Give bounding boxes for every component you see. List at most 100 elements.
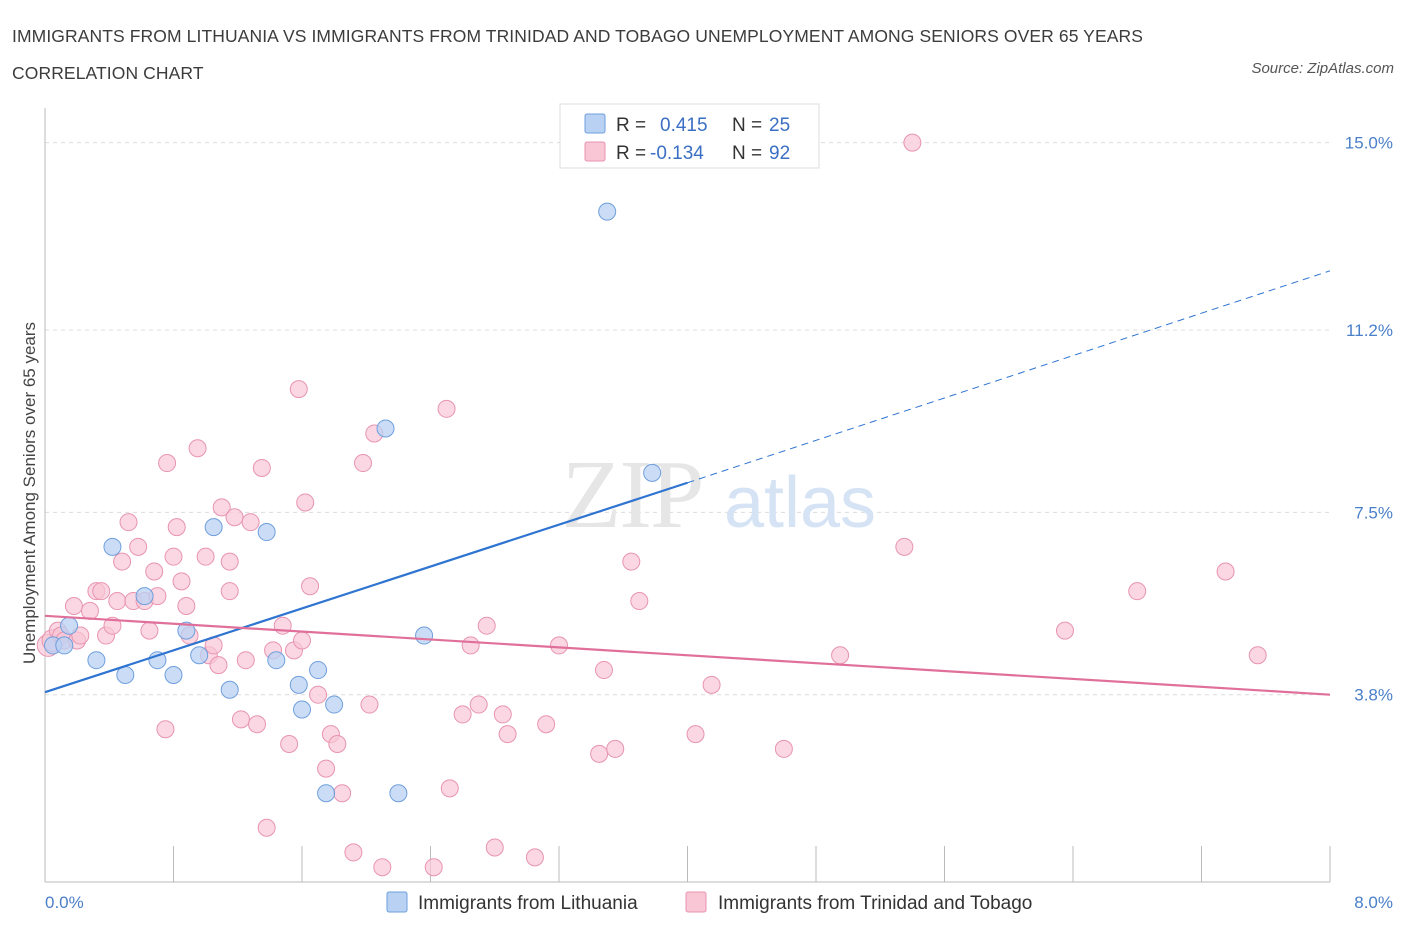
trinidad-point	[196, 547, 215, 566]
grid-lines	[45, 142, 1330, 696]
trinidad-point	[188, 439, 207, 458]
lithuania-point	[103, 537, 122, 556]
bottom-legend-swatch-lithuania	[386, 891, 408, 913]
lithuania-point	[135, 587, 154, 606]
trinidad-point	[622, 552, 641, 571]
trinidad-point	[630, 592, 649, 611]
lithuania-point	[55, 636, 74, 655]
trinidad-point	[172, 572, 191, 591]
lithuania-trend-line	[44, 481, 688, 694]
trinidad-point	[113, 552, 132, 571]
trinidad-point	[525, 848, 544, 867]
trend-lines	[44, 270, 1331, 696]
trinidad-point	[140, 621, 159, 640]
lithuania-point	[164, 665, 183, 684]
trinidad-point	[686, 725, 705, 744]
tick-labels: 3.8% 7.5% 11.2% 15.0% 0.0% 8.0%	[45, 134, 1393, 912]
trinidad-point	[606, 739, 625, 758]
trinidad-point	[1055, 621, 1074, 640]
trinidad-point	[158, 454, 177, 473]
trinidad-point	[831, 646, 850, 665]
trinidad-point	[296, 493, 315, 512]
trinidad-point	[248, 715, 267, 734]
trinidad-point	[80, 601, 99, 620]
lithuania-trend-extension	[687, 270, 1331, 484]
lithuania-point	[389, 784, 408, 803]
lithuania-point	[267, 651, 286, 670]
trinidad-point	[493, 705, 512, 724]
trinidad-point	[212, 498, 231, 517]
legend-r-trinidad: -0.134	[650, 143, 704, 164]
lithuania-point	[643, 463, 662, 482]
trinidad-point	[344, 843, 363, 862]
trinidad-point	[293, 631, 311, 650]
trinidad-point	[92, 582, 111, 601]
lithuania-point	[309, 661, 328, 680]
legend-r-label-trinidad: R =	[616, 143, 646, 164]
trinidad-point	[317, 759, 336, 778]
source-credit: Source: ZipAtlas.com	[1251, 60, 1394, 77]
y-tick-label-3: 15.0%	[1345, 134, 1393, 153]
bottom-legend-label-lithuania: Immigrants from Lithuania	[418, 893, 638, 914]
lithuania-point	[293, 700, 311, 719]
trinidad-point	[469, 695, 488, 714]
trinidad-point	[220, 582, 239, 601]
trinidad-point	[594, 661, 613, 680]
trinidad-point	[241, 513, 260, 532]
trinidad-point	[424, 858, 443, 877]
legend: R = 0.415 N = 25 R = -0.134 N = 92	[559, 103, 820, 169]
legend-n-label-lithuania: N =	[732, 115, 762, 136]
y-axis-title: Unemployment Among Seniors over 65 years	[20, 322, 39, 664]
lithuania-point	[376, 419, 395, 438]
lithuania-point	[257, 523, 276, 542]
trinidad-point	[590, 744, 609, 763]
trinidad-point	[231, 710, 250, 729]
trinidad-point	[167, 518, 186, 537]
y-tick-label-2: 11.2%	[1346, 321, 1393, 340]
lithuania-point	[289, 675, 308, 694]
y-tick-label-0: 3.8%	[1354, 686, 1393, 705]
trinidad-point	[903, 133, 922, 152]
trinidad-point	[440, 779, 459, 798]
lithuania-point	[190, 646, 209, 665]
trinidad-point	[373, 858, 392, 877]
trinidad-point	[550, 636, 568, 655]
trinidad-point	[702, 675, 721, 694]
trinidad-point	[461, 636, 480, 655]
trinidad-point	[103, 616, 122, 635]
trinidad-point	[360, 695, 379, 714]
trinidad-point	[280, 734, 299, 753]
chart-title: IMMIGRANTS FROM LITHUANIA VS IMMIGRANTS …	[12, 26, 1143, 83]
trinidad-trend-line	[44, 614, 1331, 696]
trinidad-point	[156, 720, 175, 739]
trinidad-point	[289, 380, 308, 399]
legend-r-lithuania: 0.415	[660, 115, 708, 136]
trinidad-point	[437, 399, 456, 418]
axes	[44, 108, 1331, 883]
trinidad-point	[225, 508, 244, 527]
trinidad-point	[236, 651, 255, 670]
legend-n-label-trinidad: N =	[732, 143, 762, 164]
lithuania-point	[317, 784, 336, 803]
trinidad-point	[333, 784, 352, 803]
trinidad-point	[354, 454, 373, 473]
trinidad-point	[453, 705, 472, 724]
watermark-atlas: atlas	[724, 463, 876, 543]
legend-r-label-lithuania: R =	[616, 115, 646, 136]
trinidad-point	[328, 734, 347, 753]
legend-n-trinidad: 92	[769, 143, 790, 164]
legend-swatch-trinidad	[584, 141, 606, 162]
lithuania-point	[204, 518, 223, 537]
trinidad-point	[895, 537, 914, 556]
lithuania-point	[415, 626, 434, 645]
watermark-zip: ZIP	[562, 441, 703, 549]
legend-swatch-lithuania	[584, 113, 606, 134]
trinidad-point	[119, 513, 138, 532]
y-tick-label-1: 7.5%	[1354, 503, 1393, 522]
trinidad-point	[537, 715, 556, 734]
trinidad-points	[36, 133, 1267, 877]
trinidad-point	[309, 685, 328, 704]
trinidad-point	[1216, 562, 1235, 581]
trinidad-point	[477, 616, 496, 635]
